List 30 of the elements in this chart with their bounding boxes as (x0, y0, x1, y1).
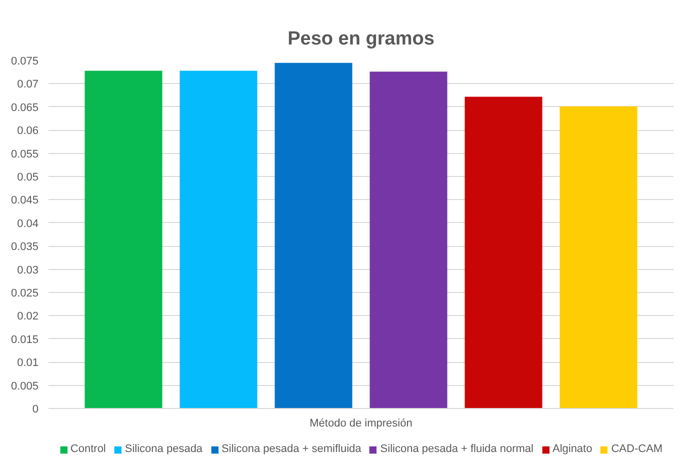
bar (370, 72, 448, 408)
y-tick-label: 0.02 (17, 310, 39, 323)
bar (180, 70, 258, 408)
legend-label: Control (70, 443, 106, 455)
y-tick-label: 0.025 (10, 288, 39, 300)
y-tick-label: 0.01 (17, 357, 39, 370)
y-tick-label: 0.015 (10, 334, 39, 346)
bar (274, 62, 352, 408)
y-tick-label: 0.06 (17, 125, 39, 138)
y-tick-label: 0 (32, 404, 39, 416)
legend-label: Silicona pesada (124, 443, 203, 455)
y-tick-label: 0.045 (10, 194, 39, 207)
legend-label: Silicona pesada + semifluida (222, 443, 362, 455)
y-tick-label: 0.07 (17, 78, 39, 91)
y-tick-label: 0.04 (17, 218, 39, 230)
y-tick-label: 0.065 (10, 102, 39, 114)
bar (84, 70, 162, 408)
bar (560, 106, 638, 408)
x-tick-label: Método de impresión (310, 418, 412, 430)
y-tick-label: 0.03 (17, 264, 39, 276)
chart-title: Peso en gramos (288, 28, 434, 50)
y-tick-label: 0.055 (10, 148, 39, 160)
legend-label: Silicona pesada + fluida normal (380, 443, 534, 455)
bar (464, 96, 542, 408)
y-tick-label: 0.005 (10, 380, 39, 392)
legend-label: Alginato (552, 443, 592, 455)
y-tick-label: 0.075 (10, 56, 39, 68)
y-tick-label: 0.035 (10, 241, 39, 254)
y-tick-label: 0.05 (17, 172, 39, 184)
legend-label: CAD-CAM (611, 443, 663, 455)
